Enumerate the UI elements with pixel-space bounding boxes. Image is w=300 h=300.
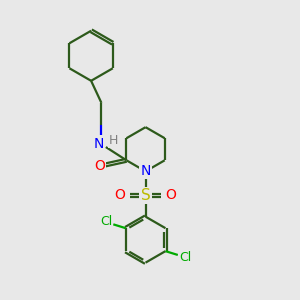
Text: N: N <box>94 136 104 151</box>
Text: O: O <box>94 159 105 172</box>
Text: O: O <box>166 188 177 203</box>
Text: S: S <box>141 188 150 203</box>
Text: H: H <box>109 134 119 147</box>
Text: O: O <box>115 188 125 203</box>
Text: Cl: Cl <box>179 251 191 264</box>
Text: N: N <box>140 164 151 178</box>
Text: Cl: Cl <box>100 215 112 228</box>
